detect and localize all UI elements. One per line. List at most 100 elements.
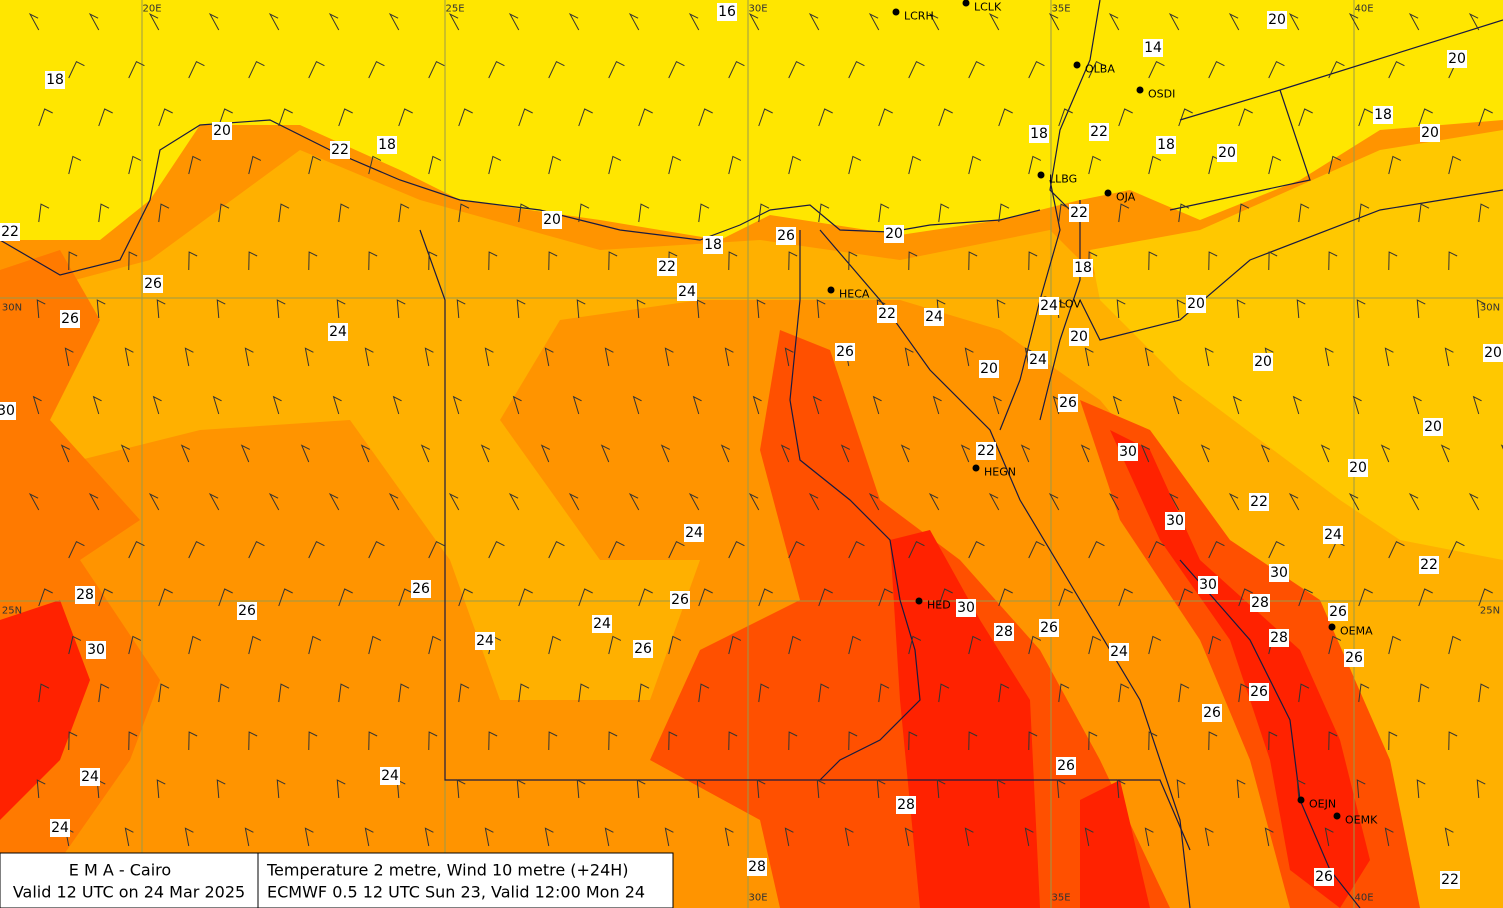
contour-label: 20 <box>1424 419 1442 435</box>
wind-barb <box>420 444 431 463</box>
wind-barb <box>68 635 82 655</box>
wind-barb <box>398 108 413 127</box>
contour-label-box <box>979 360 999 378</box>
wind-barb <box>1176 299 1186 319</box>
wind-barb <box>818 588 833 607</box>
contour-label: 14 <box>1144 40 1162 56</box>
wind-barb <box>1476 299 1486 319</box>
wind-barb <box>424 827 434 847</box>
wind-barb <box>600 444 611 463</box>
wind-barb <box>38 683 50 703</box>
wind-barb <box>216 779 226 799</box>
wind-barb <box>308 251 318 271</box>
contour-label-box <box>976 442 996 460</box>
wind-barb <box>88 13 100 31</box>
wind-barb <box>788 155 802 175</box>
wind-barb <box>996 299 1006 319</box>
wind-barb <box>904 827 914 847</box>
wind-barb <box>488 541 505 559</box>
wind-barb <box>1148 635 1162 655</box>
wind-barb <box>428 61 445 79</box>
grid-label: 35E <box>1051 893 1070 904</box>
wind-barb <box>756 779 766 799</box>
contour-label-box <box>0 402 16 420</box>
wind-barb <box>1320 444 1331 463</box>
wind-barb <box>578 203 590 223</box>
wind-barb <box>128 731 138 751</box>
wind-barb <box>212 395 222 415</box>
wind-barb <box>1348 13 1360 31</box>
wind-barb <box>816 299 826 319</box>
wind-barb <box>308 635 322 655</box>
wind-barb <box>578 588 593 607</box>
wind-barb <box>1388 61 1405 79</box>
contour-label-box <box>1089 123 1109 141</box>
wind-barb <box>1178 108 1193 127</box>
wind-barb <box>1088 155 1102 175</box>
wind-barb <box>758 108 773 127</box>
wind-barb <box>1500 444 1503 450</box>
wind-barb <box>244 347 254 367</box>
wind-barb <box>1048 13 1060 31</box>
wind-barb <box>998 108 1013 127</box>
station-name: LLOV <box>1053 298 1081 311</box>
wind-barb <box>788 251 798 271</box>
valid-time: Valid 12 UTC on 24 Mar 2025 <box>13 883 245 902</box>
wind-barb <box>308 731 318 751</box>
wind-barb <box>908 251 918 271</box>
wind-barb <box>1408 493 1420 511</box>
wind-barb <box>158 108 173 127</box>
contour-label: 26 <box>238 603 256 619</box>
wind-barb <box>578 683 590 703</box>
wind-barb <box>188 155 202 175</box>
contour-label: 26 <box>1329 604 1347 620</box>
wind-barb <box>488 61 505 79</box>
field-gold <box>1090 130 1503 560</box>
wind-barb <box>1444 347 1454 367</box>
wind-barb <box>518 203 530 223</box>
wind-barb <box>988 493 1000 511</box>
contour-label-box <box>924 308 944 326</box>
wind-barb <box>428 731 438 751</box>
contour-label: 22 <box>1441 872 1459 888</box>
wind-barb <box>268 493 280 511</box>
wind-barb <box>808 13 820 31</box>
wind-barb <box>458 683 470 703</box>
wind-barb <box>1416 299 1426 319</box>
wind-barb <box>304 827 314 847</box>
wind-barb <box>1118 588 1133 607</box>
wind-barb <box>758 203 770 223</box>
contour-label: 26 <box>1040 620 1058 636</box>
wind-barb <box>1384 827 1394 847</box>
wind-barb <box>68 155 82 175</box>
contour-label: 26 <box>671 592 689 608</box>
wind-barb <box>1358 683 1370 703</box>
wind-barb <box>848 541 865 559</box>
wind-barb <box>1356 299 1366 319</box>
field-red <box>890 530 1040 908</box>
station-name: OSDI <box>1148 88 1175 101</box>
contour-label: 24 <box>81 769 99 785</box>
wind-barb <box>518 108 533 127</box>
field-red <box>1110 430 1370 908</box>
wind-barb <box>248 251 258 271</box>
wind-barb <box>304 347 314 367</box>
wind-barb <box>98 108 113 127</box>
wind-barb <box>878 683 890 703</box>
wind-barb <box>1358 588 1373 607</box>
wind-barb <box>818 203 830 223</box>
wind-barb <box>248 61 265 79</box>
grid-label: 30N <box>2 303 22 314</box>
wind-barb <box>248 155 262 175</box>
contour-label-box <box>1483 344 1503 362</box>
wind-barb <box>878 588 893 607</box>
wind-barb <box>456 779 466 799</box>
wind-barb <box>488 155 502 175</box>
wind-barb <box>244 827 254 847</box>
wind-barb <box>188 541 205 559</box>
wind-barb <box>424 347 434 367</box>
wind-barb <box>638 683 650 703</box>
contour-label-box <box>50 819 70 837</box>
wind-barb <box>998 683 1010 703</box>
